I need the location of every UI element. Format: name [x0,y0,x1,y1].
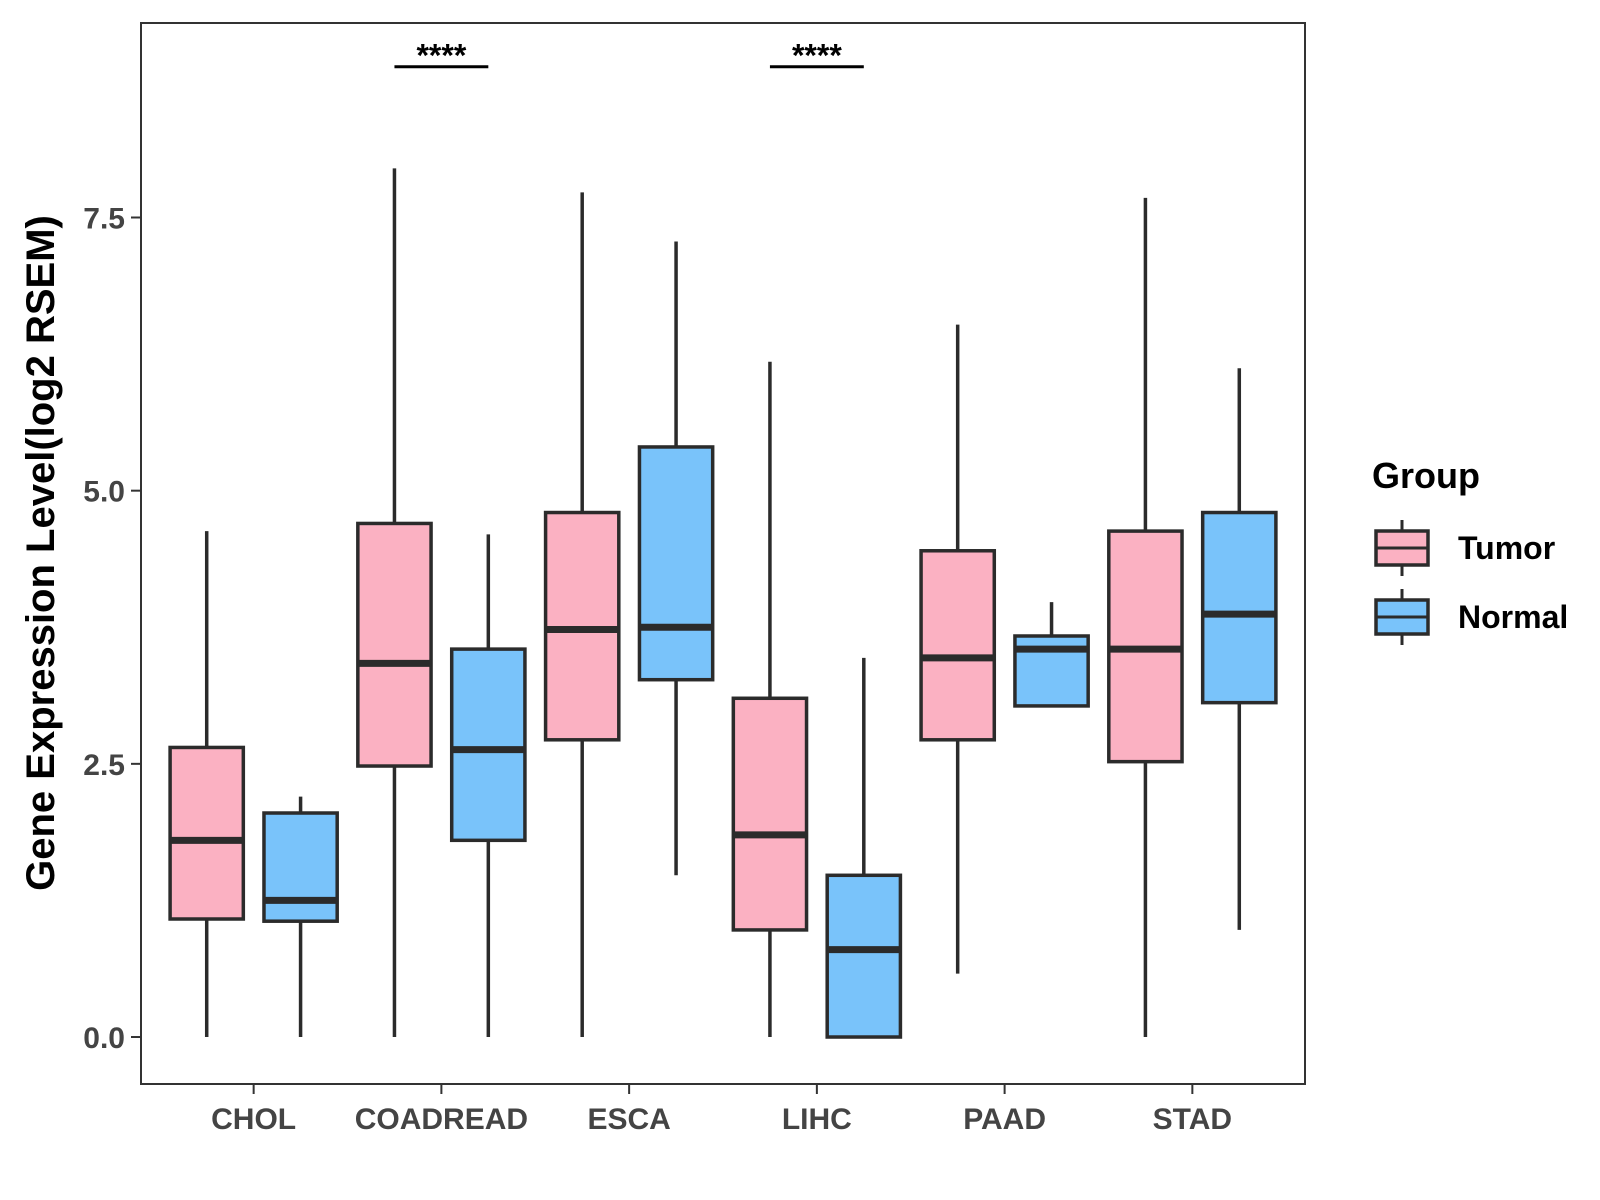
significance-layer: **** **** [394,38,864,74]
significance-lihc: **** [769,38,864,74]
x-axis: CHOL COADREAD ESCA LIHC PAAD STAD [211,1084,1232,1136]
box-body [637,445,715,682]
y-tick-label: 7.5 [83,202,125,235]
x-tick-label-paad: PAAD [963,1103,1046,1136]
significance-coadread: **** [394,38,489,74]
y-axis: 0.0 2.5 5.0 7.5 [83,202,141,1055]
box-normal-paad [1013,602,1090,708]
y-axis-title: Gene Expression Level(log2 RSEM) [19,215,63,891]
box-body [262,811,339,923]
x-tick-label-stad: STAD [1153,1103,1232,1136]
box-body [825,873,903,1039]
box-body [356,521,433,768]
plot-panel-border [140,22,1306,1085]
significance-label: **** [416,38,466,74]
x-tick-label-lihc: LIHC [782,1103,852,1136]
x-tick-label-coadread: COADREAD [355,1103,528,1136]
legend-label-normal: Normal [1458,599,1568,635]
box-normal-esca [637,241,715,876]
y-tick-label: 0.0 [83,1022,125,1055]
box-body [1200,510,1278,705]
box-normal-chol [262,796,339,1038]
legend-label-tumor: Tumor [1458,530,1555,566]
legend-title: Group [1372,455,1480,496]
y-tick-label: 2.5 [83,749,125,782]
legend-entry-normal: Normal [1374,589,1568,645]
legend: Group Tumor Normal [1372,455,1568,645]
box-normal-lihc [825,657,903,1039]
legend-entry-tumor: Tumor [1374,520,1555,576]
box-body [919,549,997,742]
box-body [449,647,527,843]
box-body [731,696,809,932]
box-tumor-lihc [731,361,809,1038]
box-normal-stad [1200,368,1278,930]
box-tumor-coadread [356,168,433,1038]
box-tumor-stad [1107,197,1184,1038]
box-tumor-chol [168,531,246,1038]
x-tick-label-chol: CHOL [211,1103,296,1136]
box-normal-coadread [449,534,527,1038]
boxes-layer [168,168,1278,1039]
x-tick-label-esca: ESCA [587,1103,670,1136]
box-body [168,745,246,921]
box-tumor-esca [543,192,621,1038]
y-tick-label: 5.0 [83,476,125,509]
legend-entries: Tumor Normal [1374,520,1568,645]
box-tumor-paad [919,324,997,974]
significance-label: **** [792,38,842,74]
